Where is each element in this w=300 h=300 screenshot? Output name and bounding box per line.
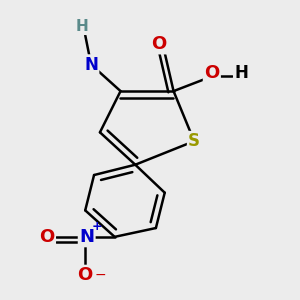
Text: −: − [94,268,106,282]
Text: N: N [79,228,94,246]
Text: O: O [39,228,55,246]
Text: H: H [234,64,248,82]
Text: O: O [151,35,166,53]
Text: +: + [92,220,102,233]
Text: S: S [188,132,200,150]
Text: O: O [204,64,220,82]
Text: O: O [78,266,93,284]
Text: N: N [84,56,98,74]
Text: H: H [76,19,89,34]
